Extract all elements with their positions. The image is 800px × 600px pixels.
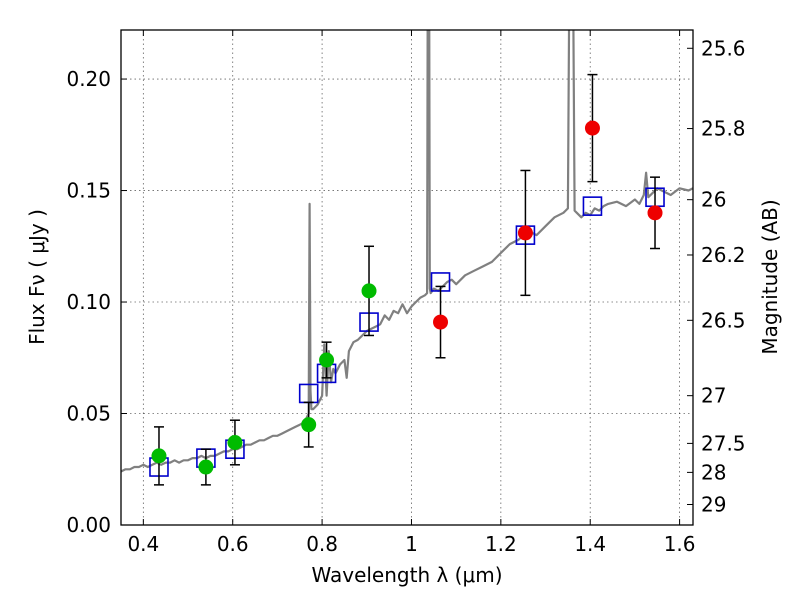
x-tick-label: 0.6 xyxy=(217,532,249,556)
mag-tick-label: 28 xyxy=(701,460,726,484)
optical-flux-point xyxy=(198,459,214,475)
optical-flux-point xyxy=(151,448,167,464)
mag-tick-label: 27.5 xyxy=(701,431,746,455)
optical-flux-point xyxy=(301,417,317,433)
nir-flux-point xyxy=(517,225,533,241)
optical-flux-point xyxy=(319,352,335,368)
mag-tick-label: 26 xyxy=(701,188,726,212)
y-tick-label: 0.20 xyxy=(66,67,111,91)
y-tick-label: 0.15 xyxy=(66,179,111,203)
x-tick-label: 1.2 xyxy=(485,532,517,556)
mag-tick-label: 26.2 xyxy=(701,243,746,267)
x-tick-label: 0.8 xyxy=(306,532,338,556)
y2-axis-label: Magnitude (AB) xyxy=(758,199,782,354)
mag-tick-label: 25.8 xyxy=(701,117,746,141)
y-tick-label: 0.00 xyxy=(66,513,111,537)
x-axis-label: Wavelength λ (μm) xyxy=(311,563,502,587)
optical-flux-point xyxy=(227,435,243,450)
model-photometry-point xyxy=(582,196,603,216)
mag-tick-label: 26.5 xyxy=(701,308,746,332)
nir-flux-point xyxy=(433,314,449,330)
plot-frame xyxy=(120,29,694,526)
optical-flux-point xyxy=(361,283,377,299)
y-tick-label: 0.05 xyxy=(66,402,111,426)
x-tick-label: 1.4 xyxy=(574,532,606,556)
grid-lines xyxy=(121,30,693,526)
nir-flux-point xyxy=(647,205,663,221)
axis-ticks: 0.4 0.6 0.8 1 1.2 1.4 1.6 0.00 0.05 0.10 0.15 0.20 2… xyxy=(66,30,746,556)
mag-tick-label: 29 xyxy=(701,492,726,516)
plot-area xyxy=(121,30,693,486)
spectrum-line xyxy=(121,30,693,473)
nir-flux-point xyxy=(584,120,600,136)
mag-tick-label: 25.6 xyxy=(701,36,746,60)
x-tick-label: 1 xyxy=(405,532,418,556)
y-axis-label: Flux Fν ( μJy ) xyxy=(25,209,49,345)
x-tick-label: 0.4 xyxy=(127,532,159,556)
x-tick-label: 1.6 xyxy=(664,532,696,556)
y-tick-label: 0.10 xyxy=(66,290,111,314)
mag-tick-label: 27 xyxy=(701,384,726,408)
